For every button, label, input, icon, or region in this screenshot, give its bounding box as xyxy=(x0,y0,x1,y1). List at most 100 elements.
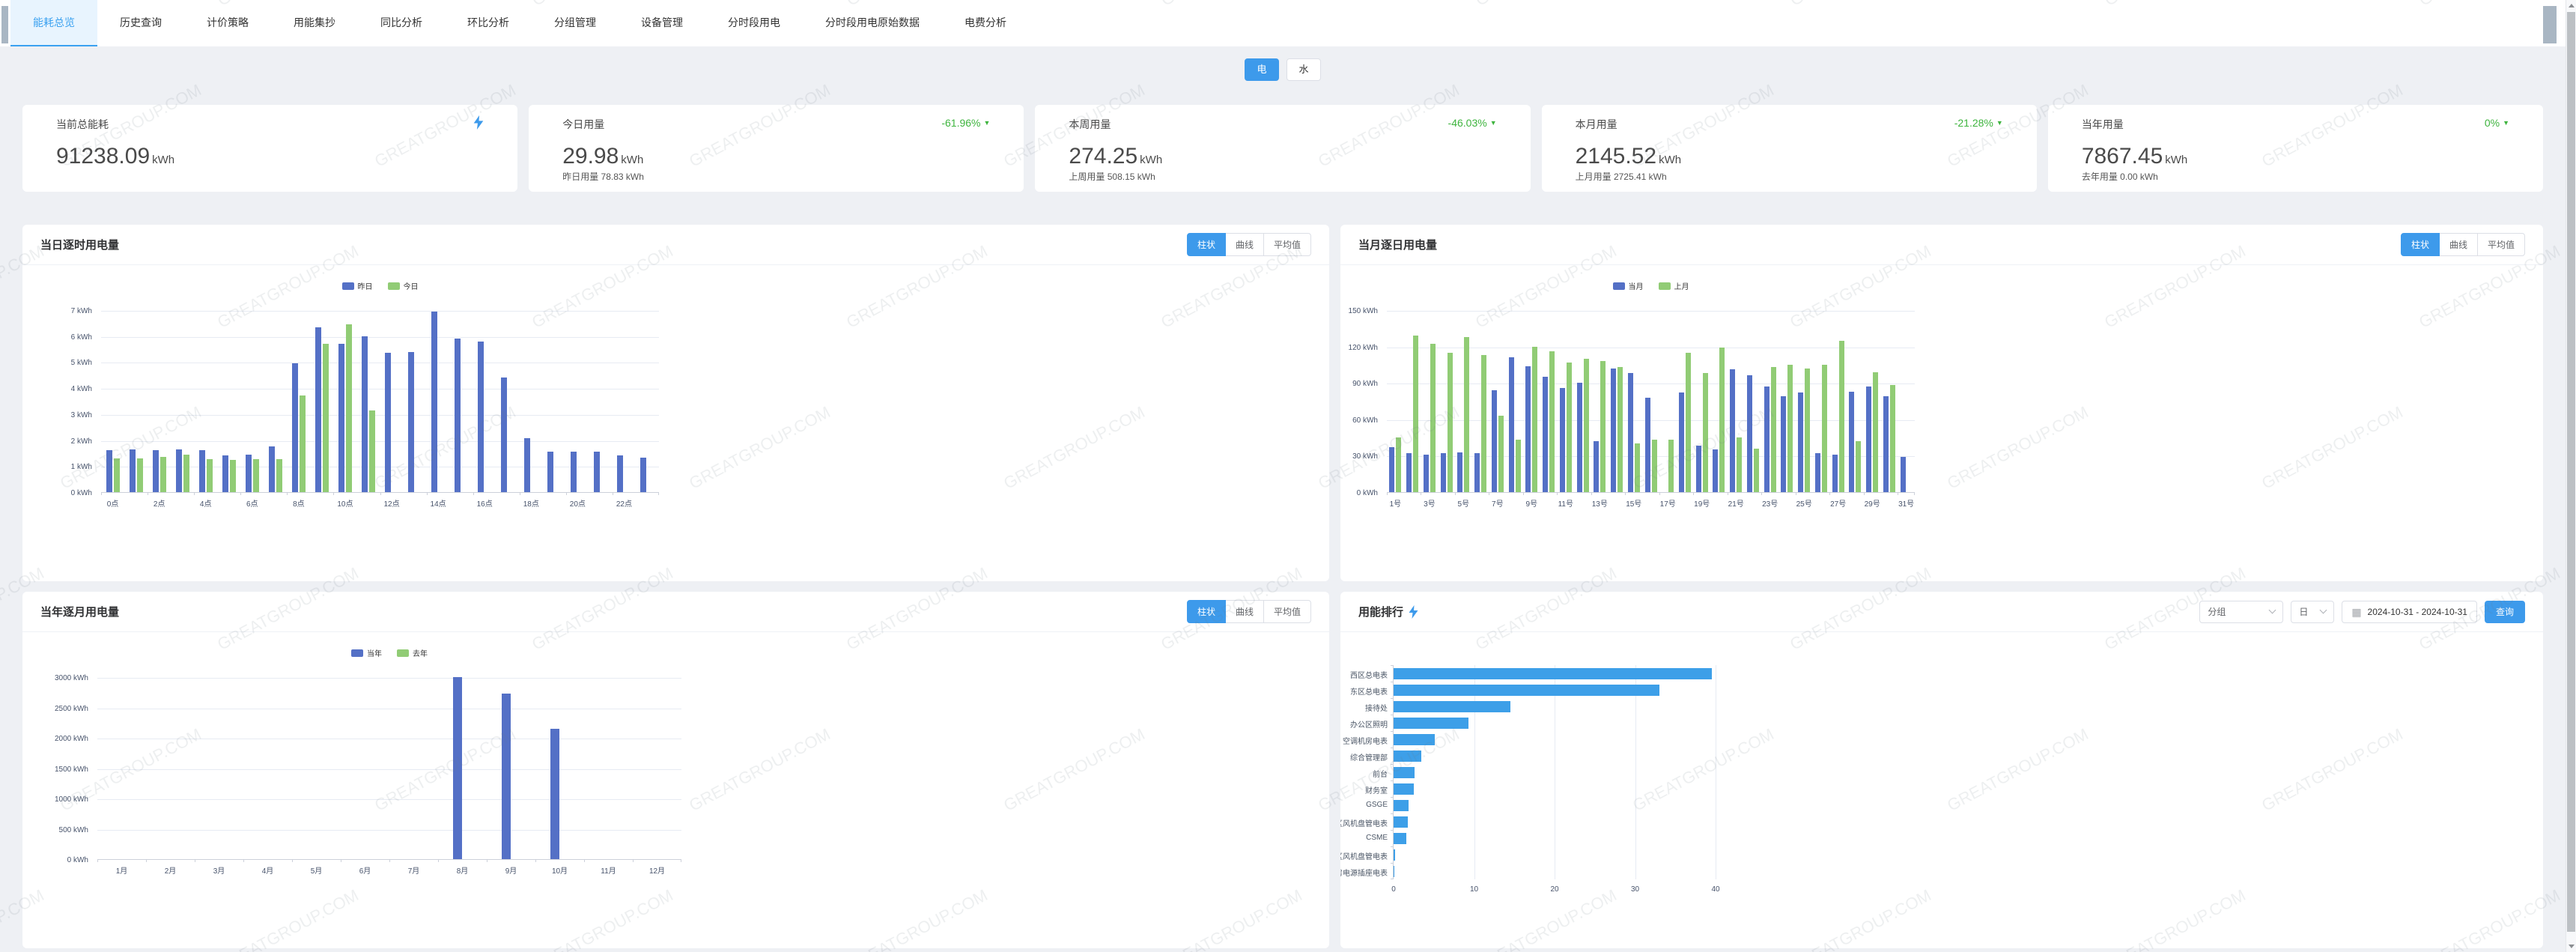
x-axis-label: 11月 xyxy=(601,867,616,876)
legend-swatch xyxy=(397,649,409,657)
tab-电费分析[interactable]: 电费分析 xyxy=(965,16,1006,28)
kpi-unit: kWh xyxy=(621,154,644,166)
x-axis-tick xyxy=(1625,492,1626,495)
query-button[interactable]: 查询 xyxy=(2484,600,2525,623)
x-axis-label: 19号 xyxy=(1694,500,1710,509)
ranking-label-前台: 前台 xyxy=(1373,771,1388,779)
legend-item-今日[interactable]: 今日 xyxy=(387,280,419,291)
y-axis-tick xyxy=(1391,698,1394,699)
bar-昨日-19点 xyxy=(547,451,554,492)
x-axis-label: 0点 xyxy=(106,500,119,509)
kpi-card-week: 本周用量 274.25 kWh -46.03% ▼ 上周用量 508.15 kWh xyxy=(1035,105,1531,192)
panel-daily-usage: 当月逐日用电量 柱状 曲线 平均值 当月 上月 0 kWh 30 kWh 60 kWh 9… xyxy=(1340,225,2543,581)
arrow-down-icon: ▼ xyxy=(1489,119,1497,127)
tab-分时段用电原始数据[interactable]: 分时段用电原始数据 xyxy=(825,16,920,28)
tab-同比分析[interactable]: 同比分析 xyxy=(380,16,422,28)
gridline xyxy=(1387,311,1915,312)
average-view-button[interactable]: 平均值 xyxy=(1263,600,1311,623)
average-view-button[interactable]: 平均值 xyxy=(1263,233,1311,256)
bar-当月-29号 xyxy=(1866,386,1872,492)
legend-item-当年[interactable]: 当年 xyxy=(351,647,382,658)
bar-上月-26号 xyxy=(1821,364,1827,492)
legend-item-去年[interactable]: 去年 xyxy=(397,647,428,658)
ranking-bar-接待处 xyxy=(1394,700,1510,712)
date-range-picker[interactable]: ▦ 2024-10-31 - 2024-10-31 xyxy=(2342,600,2477,623)
x-axis-tick xyxy=(146,859,147,862)
bar-当月-3号 xyxy=(1423,454,1429,492)
y-axis-label: 150 kWh xyxy=(1348,307,1378,315)
kpi-value: 91238.09 xyxy=(56,144,151,169)
x-axis-label: 29号 xyxy=(1864,500,1880,509)
chart-view-switch: 柱状 曲线 平均值 xyxy=(1186,233,1311,256)
date-range-value: 2024-10-31 - 2024-10-31 xyxy=(2367,606,2467,617)
y-axis-tick xyxy=(1391,731,1394,732)
y-axis-label: 90 kWh xyxy=(1352,380,1378,389)
chart-view-switch: 柱状 曲线 平均值 xyxy=(2400,233,2525,256)
kpi-unit: kWh xyxy=(1659,154,1682,166)
legend-label: 当年 xyxy=(367,650,382,658)
bar-上月-30号 xyxy=(1889,385,1895,492)
panel-title: 用能排行 xyxy=(1358,604,1418,619)
kpi-card-total-energy: 当前总能耗 91238.09 kWh xyxy=(22,105,518,192)
scroll-up-button[interactable] xyxy=(2566,0,2576,11)
bar-view-button[interactable]: 柱状 xyxy=(2400,233,2440,256)
scrollbar-thumb[interactable] xyxy=(2567,12,2575,932)
lightning-icon xyxy=(473,115,484,133)
x-axis-tick xyxy=(438,859,439,862)
line-view-button[interactable]: 曲线 xyxy=(1224,233,1264,256)
bar-view-button[interactable]: 柱状 xyxy=(1186,233,1226,256)
bar-当月-27号 xyxy=(1832,454,1838,492)
tab-能耗总览[interactable]: 能耗总览 xyxy=(10,0,97,46)
legend-item-上月[interactable]: 上月 xyxy=(1658,280,1689,291)
electric-toggle-button[interactable]: 电 xyxy=(1245,58,1279,81)
bar-当月-24号 xyxy=(1781,396,1787,492)
tab-设备管理[interactable]: 设备管理 xyxy=(641,16,683,28)
bar-昨日-2点 xyxy=(152,450,159,492)
tab-用能集抄[interactable]: 用能集抄 xyxy=(294,16,335,28)
panel-title-text: 用能排行 xyxy=(1358,606,1404,619)
ranking-label-东区总电表: 东区总电表 xyxy=(1350,688,1388,697)
bar-当月-31号 xyxy=(1900,457,1906,492)
tab-分组管理[interactable]: 分组管理 xyxy=(554,16,596,28)
bar-view-button[interactable]: 柱状 xyxy=(1186,600,1226,623)
period-select[interactable]: 日 xyxy=(2291,600,2335,623)
x-axis-tick xyxy=(1914,492,1915,495)
panel-monthly-usage: 当年逐月用电量 柱状 曲线 平均值 当年 去年 0 kWh 500 kWh 1000 k… xyxy=(22,592,1329,948)
bar-上月-23号 xyxy=(1770,367,1776,492)
bar-上月-28号 xyxy=(1856,440,1862,492)
tab-环比分析[interactable]: 环比分析 xyxy=(467,16,509,28)
bar-上月-16号 xyxy=(1651,440,1657,492)
legend-item-昨日[interactable]: 昨日 xyxy=(341,280,373,291)
y-axis-label: 30 kWh xyxy=(1352,452,1378,461)
y-axis-label: 0 kWh xyxy=(1356,489,1378,497)
x-axis-label: 16点 xyxy=(476,500,493,509)
gridline xyxy=(1635,665,1636,879)
change-value: -21.28% xyxy=(1954,117,1993,129)
bar-上月-5号 xyxy=(1464,336,1470,492)
water-toggle-button[interactable]: 水 xyxy=(1287,58,1321,81)
bar-昨日-11点 xyxy=(361,336,368,492)
change-badge: -21.28% ▼ xyxy=(1954,117,2003,129)
tab-计价策略[interactable]: 计价策略 xyxy=(207,16,249,28)
tab-历史查询[interactable]: 历史查询 xyxy=(120,16,162,28)
y-axis-label: 0 kWh xyxy=(67,856,88,864)
legend-label: 去年 xyxy=(413,650,428,658)
tab-分时段用电[interactable]: 分时段用电 xyxy=(728,16,780,28)
group-select-value: 分组 xyxy=(2208,607,2226,617)
line-view-button[interactable]: 曲线 xyxy=(1224,600,1264,623)
legend-item-当月[interactable]: 当月 xyxy=(1612,280,1644,291)
group-select[interactable]: 分组 xyxy=(2199,600,2284,623)
kpi-title: 当年用量 xyxy=(2081,118,2124,130)
average-view-button[interactable]: 平均值 xyxy=(2476,233,2525,256)
bar-今日-5点 xyxy=(229,459,236,492)
ranking-bar-综合管理部 xyxy=(1394,750,1421,762)
y-axis-tick xyxy=(1391,813,1394,814)
x-axis-tick xyxy=(633,859,634,862)
period-select-value: 日 xyxy=(2299,607,2309,617)
main-content: 电 水 当前总能耗 91238.09 kWh 今日用量 29.98 kWh -61.… xyxy=(0,46,2566,952)
bar-今日-9点 xyxy=(322,344,329,492)
scroll-down-button[interactable] xyxy=(2566,941,2576,952)
line-view-button[interactable]: 曲线 xyxy=(2438,233,2478,256)
x-axis-tick xyxy=(1829,492,1831,495)
bar-昨日-22点 xyxy=(617,455,624,492)
